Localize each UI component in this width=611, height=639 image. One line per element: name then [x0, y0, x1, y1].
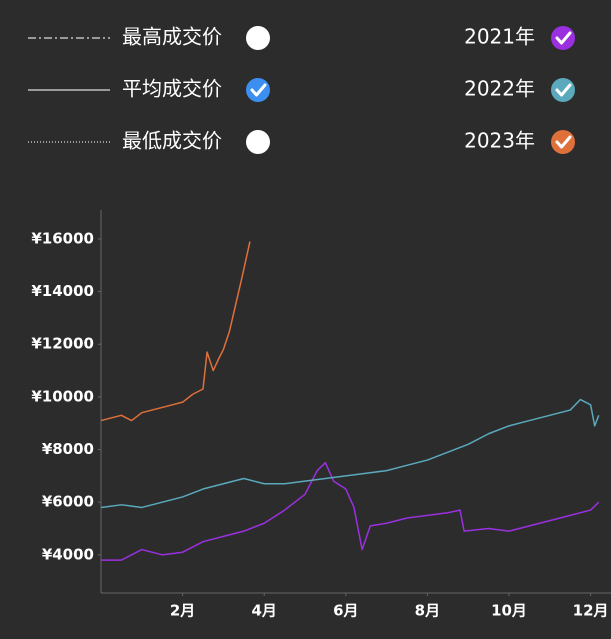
legend-label[interactable]: 2023年: [464, 129, 535, 153]
check-icon: [555, 135, 572, 149]
legend-label[interactable]: 最低成交价: [122, 129, 222, 153]
x-tick-label: 12月: [573, 602, 609, 620]
y-tick-label: ¥8000: [42, 440, 94, 458]
y-tick-label: ¥16000: [31, 229, 94, 247]
x-tick-label: 6月: [333, 602, 358, 620]
checked-toggle[interactable]: [551, 78, 575, 102]
series-line: [100, 241, 251, 422]
y-tick-label: ¥4000: [42, 545, 94, 563]
y-tick-label: ¥12000: [31, 335, 94, 353]
y-tick-label: ¥10000: [31, 387, 94, 405]
check-icon: [555, 83, 572, 97]
y-tick-label: ¥14000: [31, 282, 94, 300]
unchecked-toggle[interactable]: [246, 26, 270, 50]
x-tick-label: 10月: [491, 602, 527, 620]
x-tick-label: 4月: [251, 602, 276, 620]
series-line: [101, 461, 600, 561]
check-icon: [250, 83, 267, 97]
y-tick-label: ¥6000: [42, 493, 94, 511]
legend-label[interactable]: 2022年: [464, 77, 535, 101]
checked-toggle[interactable]: [551, 26, 575, 50]
legend-label[interactable]: 2021年: [464, 25, 535, 49]
series-line: [100, 398, 600, 509]
unchecked-toggle[interactable]: [246, 130, 270, 154]
check-icon: [555, 31, 572, 45]
legend-label[interactable]: 最高成交价: [122, 25, 222, 49]
x-tick-label: 2月: [170, 602, 195, 620]
checked-toggle[interactable]: [246, 78, 270, 102]
x-tick-label: 8月: [415, 602, 440, 620]
legend-label[interactable]: 平均成交价: [122, 77, 222, 101]
checked-toggle[interactable]: [551, 130, 575, 154]
